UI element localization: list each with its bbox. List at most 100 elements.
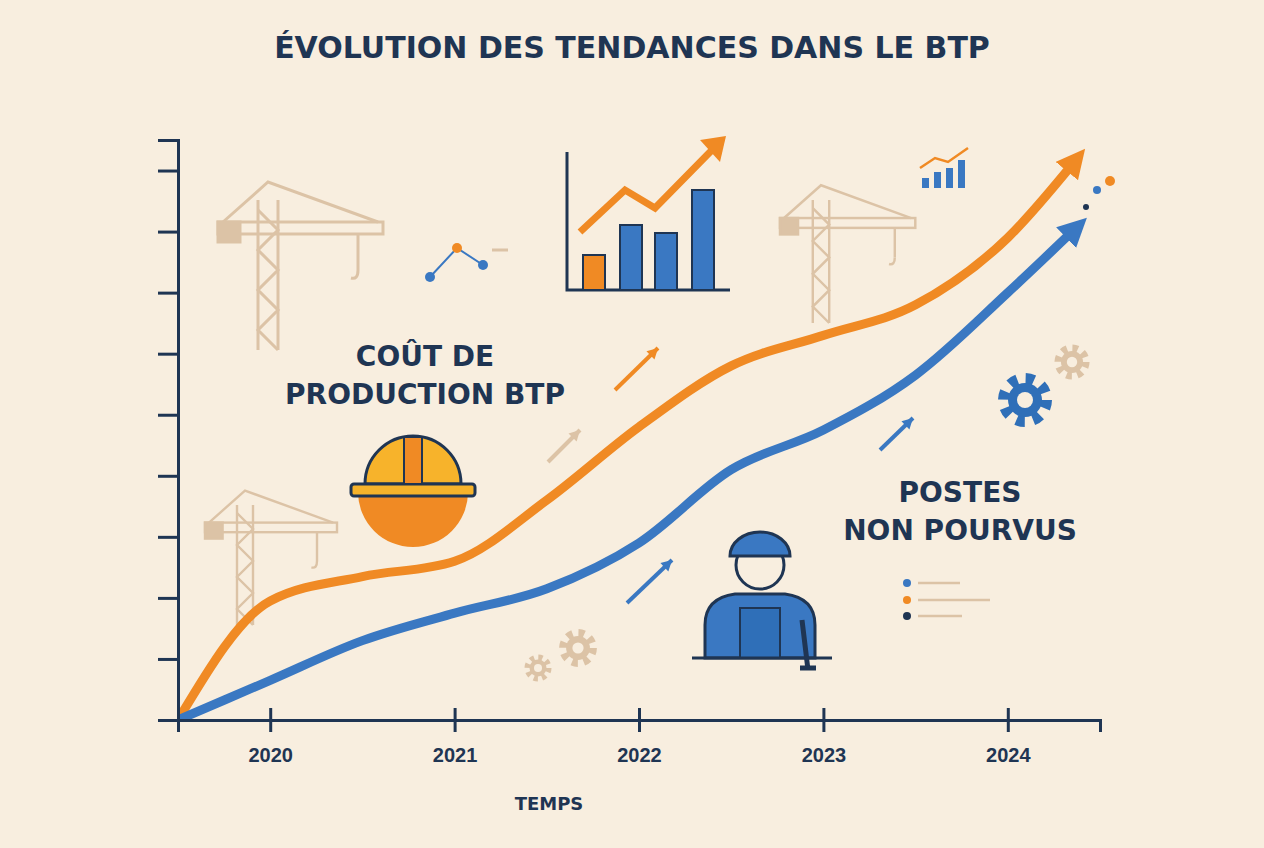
icon-bar — [934, 172, 941, 188]
arrow-shaft — [548, 430, 580, 462]
small-arrow — [880, 418, 913, 450]
small-chart-icon — [920, 148, 1115, 210]
x-tick-label: 2024 — [986, 744, 1031, 766]
series-label: POSTES NON POURVUS — [843, 476, 1077, 547]
dot — [1093, 186, 1101, 194]
icon-trend — [920, 148, 968, 168]
helmet-shadow — [358, 492, 468, 547]
gear-icon — [1059, 349, 1085, 375]
icon-dash — [918, 615, 962, 618]
gear-hole — [1017, 392, 1033, 408]
icon-trend — [580, 150, 712, 232]
worker-base — [692, 657, 832, 660]
icon-dash — [918, 599, 990, 602]
gear-teeth — [1005, 380, 1045, 420]
worker-icon — [692, 532, 832, 670]
crane-weight — [205, 523, 223, 539]
icon-dash — [492, 249, 508, 252]
y-tick-mark — [158, 536, 178, 539]
gear-body — [1008, 383, 1042, 417]
gear-teeth — [564, 634, 592, 662]
small-arrow — [548, 430, 580, 462]
helmet-icon — [351, 436, 475, 547]
dot — [1105, 176, 1115, 186]
gear-icon — [528, 658, 548, 678]
x-axis-title: TEMPS — [515, 793, 584, 814]
crane-lattice — [813, 208, 829, 323]
y-tick-mark — [158, 475, 178, 478]
gear-hole — [534, 664, 542, 672]
y-tick — [158, 354, 178, 355]
icon-dash — [918, 582, 960, 585]
x-tick-mark — [638, 708, 641, 732]
gear-teeth — [1059, 349, 1085, 375]
y-axis-line — [158, 141, 179, 721]
x-tick-mark — [454, 708, 457, 732]
y-tick — [158, 232, 178, 233]
crane-cable — [223, 182, 378, 222]
series-line — [178, 164, 1072, 720]
gear-hole — [572, 642, 583, 653]
crane-cable — [209, 491, 333, 523]
series-line — [178, 232, 1072, 720]
y-tick — [158, 171, 178, 172]
arrow-head — [646, 348, 658, 359]
arrow-shaft — [627, 560, 672, 603]
background — [0, 0, 1264, 848]
series-label-line: POSTES — [899, 476, 1022, 509]
chart: 20202021202220232024ÉVOLUTION DES TENDAN… — [0, 0, 1264, 848]
y-tick-mark — [158, 658, 178, 661]
arrow-head — [660, 560, 672, 571]
crane-lattice — [237, 513, 253, 625]
arrow-head — [568, 430, 580, 442]
icon-bar — [655, 233, 677, 290]
x-tick-label: 2021 — [433, 744, 478, 766]
series-label-line: NON POURVUS — [843, 514, 1077, 547]
crane-hook — [889, 257, 895, 264]
x-tick-mark — [269, 708, 272, 732]
plot-area — [178, 164, 1072, 720]
crane-rope — [316, 532, 318, 561]
crane-weight — [780, 218, 798, 234]
series-label: COÛT DEPRODUCTION BTP — [285, 339, 565, 411]
gear-body — [1061, 351, 1083, 373]
small-arrow — [627, 560, 672, 603]
dot — [903, 596, 911, 604]
crane-jib — [205, 523, 337, 533]
dot — [478, 260, 488, 270]
x-tick-mark — [822, 708, 825, 732]
crane-hook — [351, 270, 358, 278]
arrow-shaft — [615, 348, 658, 390]
crane-hook — [311, 561, 317, 568]
icon-bar — [958, 160, 965, 188]
y-tick — [158, 537, 178, 538]
crane-rope — [357, 234, 360, 270]
worker-overalls — [740, 608, 780, 658]
icon-bar — [620, 225, 642, 290]
x-tick: 2023 — [802, 708, 847, 766]
icon-bar — [692, 190, 714, 290]
gear-body — [566, 636, 590, 660]
y-tick-mark — [158, 353, 178, 356]
helmet-ridge — [404, 437, 422, 484]
crane-icon — [780, 185, 915, 323]
icon-bar — [922, 178, 929, 188]
gear-teeth — [528, 658, 548, 678]
y-tick — [158, 598, 178, 599]
x-tick-label: 2022 — [617, 744, 662, 766]
dot — [903, 612, 911, 620]
crane-jib — [218, 222, 383, 234]
y-tick-mark — [158, 170, 178, 173]
crane-weight — [218, 222, 240, 242]
gear-icon — [1005, 380, 1045, 420]
x-tick-label: 2020 — [248, 744, 293, 766]
gear-body — [530, 660, 547, 677]
crane-icon — [218, 182, 383, 350]
dot — [1083, 204, 1089, 210]
list-icon — [903, 579, 990, 620]
icon-arrowhead — [700, 136, 726, 162]
crane-cable — [784, 185, 911, 218]
worker-body — [705, 594, 815, 658]
x-tick: 2024 — [986, 708, 1031, 766]
crane-jib — [780, 218, 915, 228]
